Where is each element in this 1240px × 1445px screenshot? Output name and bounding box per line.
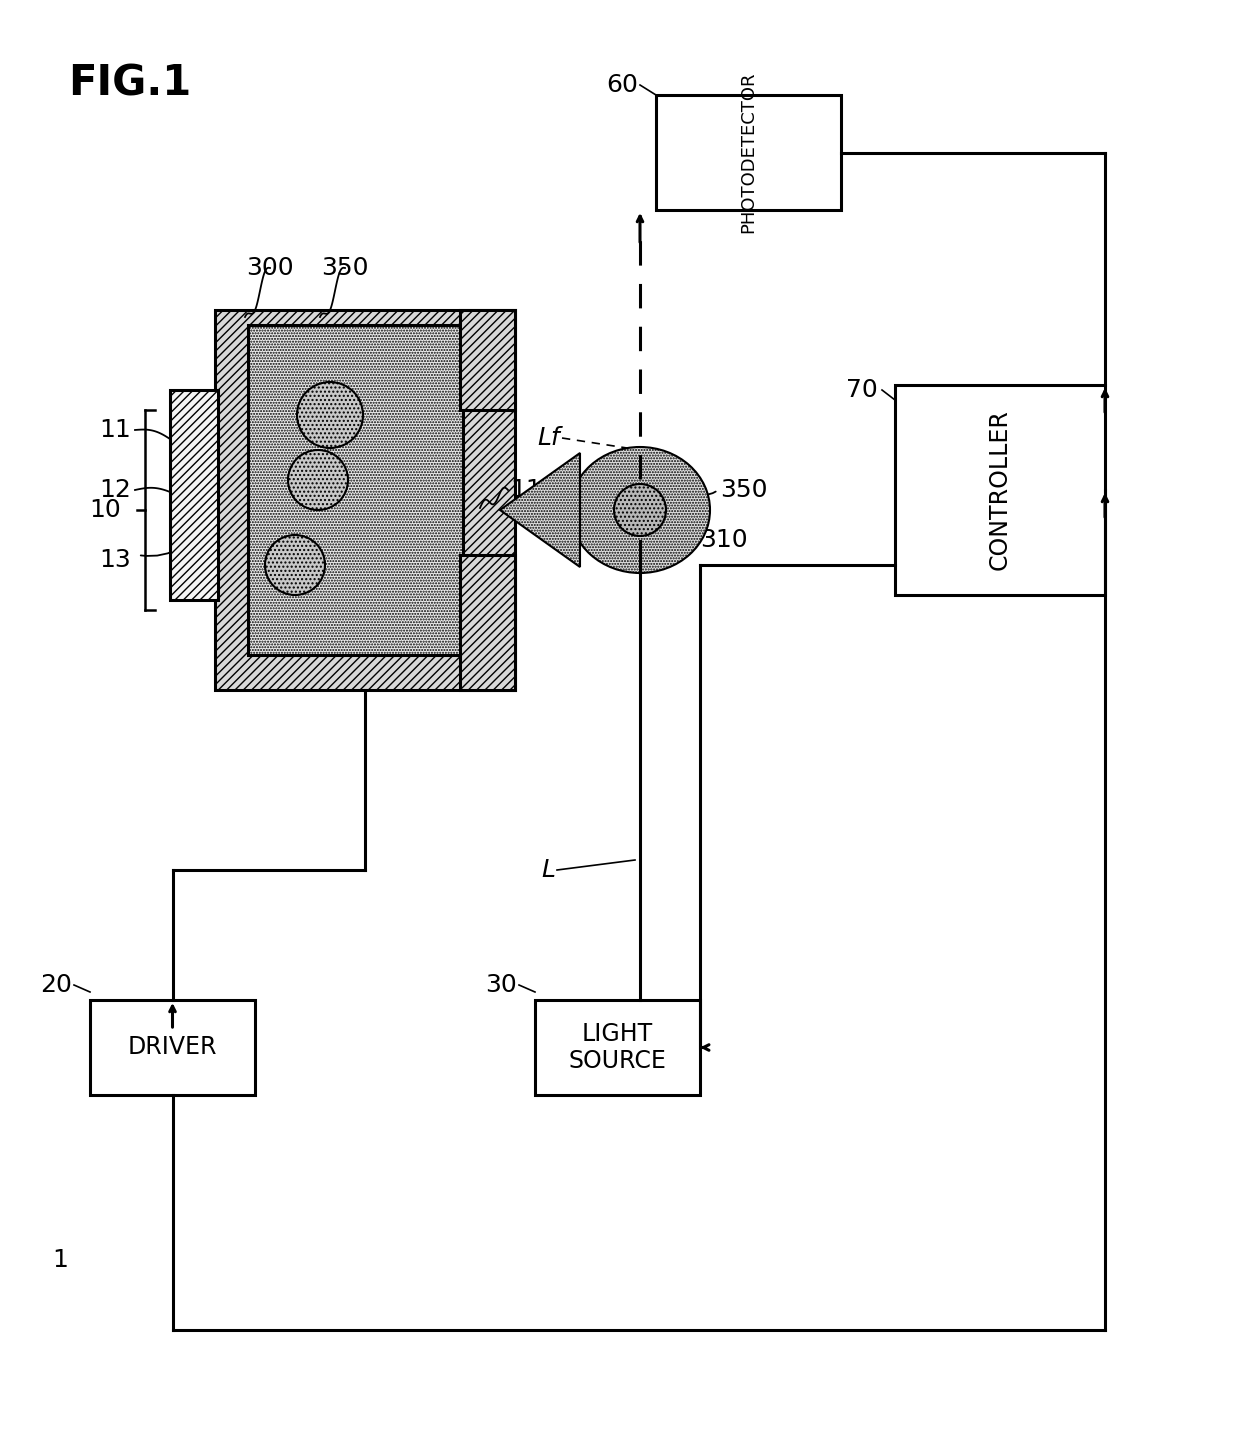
Bar: [895, 384, 1105, 595]
Text: 350: 350: [720, 478, 768, 501]
Polygon shape: [500, 452, 580, 566]
Bar: [534, 1000, 701, 1095]
Bar: [460, 311, 515, 410]
Text: Lf: Lf: [537, 426, 560, 449]
Bar: [170, 390, 218, 600]
Text: 30: 30: [485, 972, 517, 997]
Text: 12: 12: [99, 478, 131, 501]
Bar: [91, 1000, 255, 1095]
Text: FIG.1: FIG.1: [68, 62, 191, 104]
Text: 300: 300: [247, 256, 294, 280]
Text: 60: 60: [606, 74, 639, 97]
Bar: [656, 95, 841, 210]
Ellipse shape: [614, 484, 666, 536]
Text: 20: 20: [40, 972, 72, 997]
Text: LIGHT
SOURCE: LIGHT SOURCE: [569, 1022, 666, 1074]
Ellipse shape: [265, 535, 325, 595]
Text: 70: 70: [846, 379, 878, 402]
Text: PHOTODETECTOR: PHOTODETECTOR: [739, 72, 758, 233]
Text: DRIVER: DRIVER: [128, 1036, 217, 1059]
Text: 350: 350: [321, 256, 368, 280]
Bar: [460, 555, 515, 691]
Text: 11: 11: [99, 418, 131, 442]
Text: 10: 10: [89, 499, 120, 522]
Text: L: L: [541, 858, 556, 881]
Text: 13: 13: [99, 548, 131, 572]
Text: 310: 310: [701, 527, 748, 552]
Text: CONTROLLER: CONTROLLER: [988, 409, 1012, 571]
Text: 111: 111: [510, 478, 558, 501]
Bar: [215, 311, 515, 691]
Ellipse shape: [298, 381, 363, 448]
Text: 1: 1: [52, 1248, 68, 1272]
Ellipse shape: [570, 447, 711, 574]
Ellipse shape: [288, 449, 348, 510]
Bar: [248, 325, 463, 655]
